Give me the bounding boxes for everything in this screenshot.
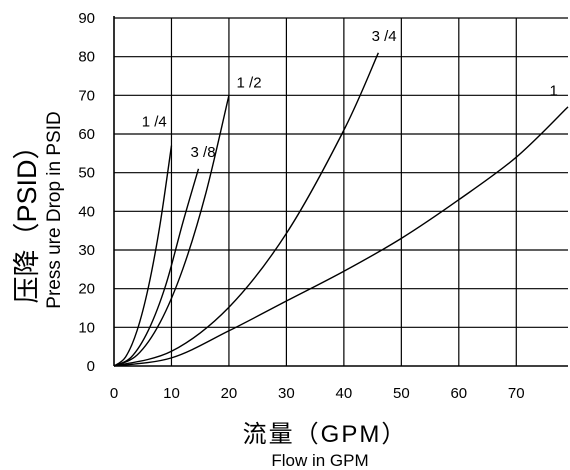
x-tick-label: 40 (336, 385, 353, 402)
curve-line (113, 95, 230, 367)
curve-line (113, 106, 569, 367)
x-tick-label: 10 (163, 385, 180, 402)
curve-line (113, 52, 379, 367)
x-tick-label: 30 (278, 385, 295, 402)
grid (114, 17, 568, 366)
curves (113, 52, 569, 367)
curve-label: 1 /4 (142, 113, 167, 130)
x-axis-label: 流量（GPM） (243, 421, 408, 448)
curve-label: 3 /4 (372, 28, 397, 45)
y-tick-label: 80 (78, 49, 95, 66)
curve-line (113, 145, 173, 367)
curve-label: 1 /2 (237, 75, 262, 92)
y-tick-label: 30 (78, 242, 95, 259)
y-tick-label: 20 (78, 281, 95, 298)
x-tick-label: 50 (393, 385, 410, 402)
x-tick-labels: 0 10 20 30 40 50 60 70 (110, 385, 525, 402)
curve-line (113, 168, 200, 367)
y-tick-label: 50 (78, 165, 95, 182)
x-tick-label: 20 (221, 385, 238, 402)
curve-label: 1 (549, 82, 557, 99)
curve-label: 3 /8 (191, 144, 216, 161)
y-tick-label: 70 (78, 87, 95, 104)
y-tick-label: 10 (78, 319, 95, 336)
x-tick-label: 0 (110, 385, 118, 402)
y-tick-labels: 0 10 20 30 40 50 60 70 80 90 (78, 10, 95, 375)
y-tick-label: 40 (78, 203, 95, 220)
axes (113, 16, 568, 367)
y-axis-sublabel: Press ure Drop in PSID (44, 111, 65, 308)
y-tick-label: 60 (78, 126, 95, 143)
y-tick-label: 90 (78, 10, 95, 27)
y-tick-label: 0 (87, 358, 95, 375)
x-tick-label: 60 (450, 385, 467, 402)
curve-labels: 1 /4 3 /8 1 /2 3 /4 1 (142, 28, 558, 161)
y-axis-label: 压降（PSID） (12, 132, 42, 303)
x-tick-label: 70 (508, 385, 525, 402)
x-axis-sublabel: Flow in GPM (271, 451, 368, 470)
